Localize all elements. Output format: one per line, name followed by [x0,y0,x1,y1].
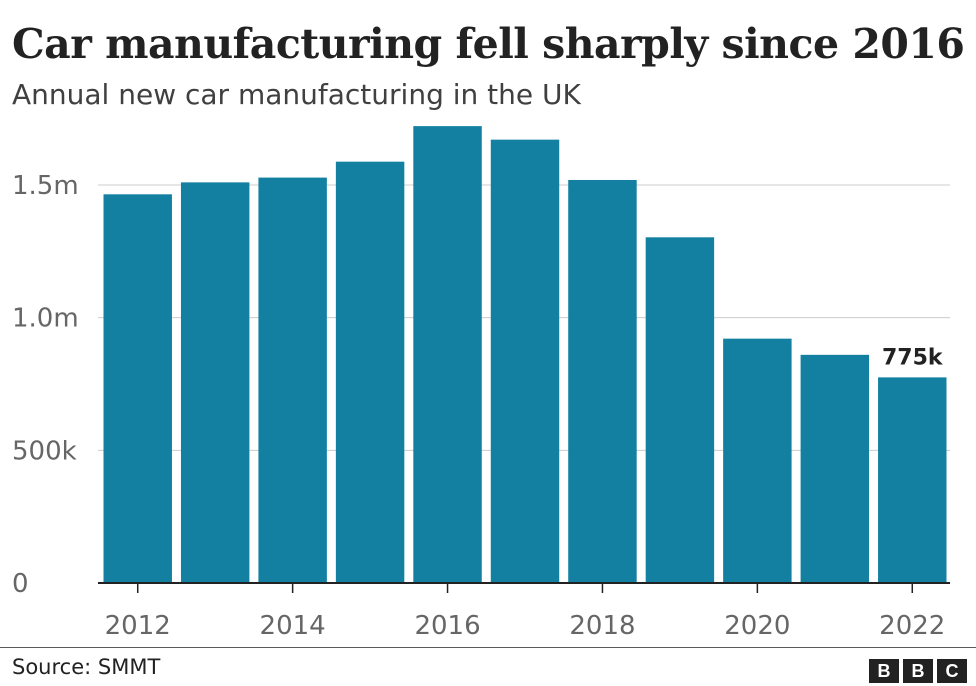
y-tick-label: 1.0m [12,304,79,334]
data-label: 775k [882,345,944,370]
bar [878,377,947,583]
bbc-logo: B B C [869,659,967,683]
y-tick-label: 500k [12,436,77,466]
bar [103,194,172,583]
source-label: Source: SMMT [12,655,161,679]
logo-block: B [903,659,933,683]
x-tick-label: 2022 [879,611,945,641]
x-tick-label: 2018 [569,611,635,641]
logo-block: C [937,659,967,683]
chart-title: Car manufacturing fell sharply since 201… [12,20,965,68]
bar [335,161,405,583]
bar [413,126,482,583]
logo-block: B [869,659,899,683]
y-tick-label: 0 [12,569,29,599]
x-tick-label: 2016 [414,611,480,641]
bar [568,179,637,583]
bar [723,338,792,583]
bar [490,139,560,584]
bar [645,237,715,583]
x-tick-label: 2020 [724,611,790,641]
x-tick-label: 2014 [260,611,326,641]
bar [800,354,870,583]
bar [180,182,250,584]
chart-subtitle: Annual new car manufacturing in the UK [12,78,581,111]
x-tick-label: 2012 [105,611,171,641]
footer-divider [0,647,976,648]
bar [258,177,327,583]
y-tick-label: 1.5m [12,171,79,201]
bar-chart: 0 500k 1.0m 1.5m 2012 2014 2016 2018 2020 2022 775… [12,126,950,641]
